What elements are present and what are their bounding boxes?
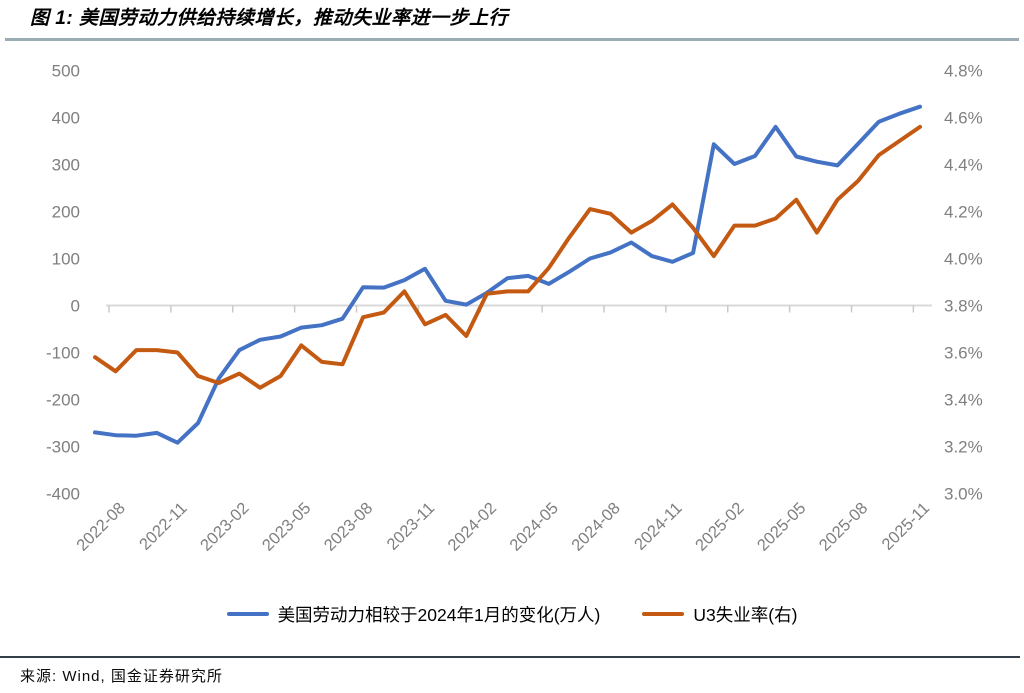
y-axis-label-right: 3.8% xyxy=(944,297,983,316)
y-axis-label-right: 4.6% xyxy=(944,109,983,128)
x-axis-label: 2024-11 xyxy=(631,499,686,554)
y-axis-label-left: -400 xyxy=(46,485,80,504)
x-axis-label: 2025-11 xyxy=(879,499,934,554)
source-note: 来源: Wind, 国金证券研究所 xyxy=(20,668,223,685)
x-axis-label: 2024-02 xyxy=(445,499,501,555)
x-axis-label: 2025-08 xyxy=(816,499,872,555)
x-axis-label: 2025-02 xyxy=(692,499,748,555)
y-axis-label-right: 4.4% xyxy=(944,156,983,175)
y-axis-label-right: 3.4% xyxy=(944,391,983,410)
x-axis-label: 2022-11 xyxy=(136,499,191,554)
u3-unemployment-line xyxy=(93,124,922,390)
chart-legend: 美国劳动力相较于2024年1月的变化(万人) U3失业率(右) xyxy=(0,600,1024,628)
y-axis-label-right: 3.0% xyxy=(944,485,983,504)
y-axis-label-right: 3.2% xyxy=(944,438,983,457)
x-axis-label: 2024-08 xyxy=(568,499,624,555)
y-axis-label-right: 3.6% xyxy=(944,344,983,363)
labor-force-change-line xyxy=(93,104,922,445)
y-axis-label-left: -100 xyxy=(46,344,80,363)
y-axis-label-left: -300 xyxy=(46,438,80,457)
legend-label-labor-force: 美国劳动力相较于2024年1月的变化(万人) xyxy=(277,604,601,625)
x-axis-label: 2025-05 xyxy=(754,499,810,555)
y-axis-label-left: 300 xyxy=(52,156,80,175)
x-axis-label: 2022-08 xyxy=(73,499,129,555)
x-axis-label: 2023-11 xyxy=(384,499,439,554)
legend-line-blue-swatch xyxy=(226,612,269,616)
y-axis-label-right: 4.2% xyxy=(944,203,983,222)
y-axis-label-left: 200 xyxy=(52,203,80,222)
y-axis-label-left: 100 xyxy=(52,250,80,269)
x-axis-label: 2023-08 xyxy=(321,499,377,555)
legend-item-labor-force: 美国劳动力相较于2024年1月的变化(万人) xyxy=(226,602,601,627)
y-axis-label-left: 400 xyxy=(52,109,80,128)
title-divider xyxy=(5,38,1019,41)
y-axis-label-left: 500 xyxy=(52,62,80,81)
x-axis-label: 2024-05 xyxy=(506,499,562,555)
y-axis-label-right: 4.8% xyxy=(944,62,983,81)
y-axis-label-right: 4.0% xyxy=(944,250,983,269)
x-axis-label: 2023-05 xyxy=(259,499,315,555)
footer-divider xyxy=(0,656,1020,658)
legend-item-u3-rate: U3失业率(右) xyxy=(642,602,797,627)
x-axis-label: 2023-02 xyxy=(197,499,253,555)
y-axis-label-left: 0 xyxy=(71,297,80,316)
legend-line-orange-swatch xyxy=(642,612,685,616)
figure-title: 图 1: 美国劳动力供给持续增长，推动失业率进一步上行 xyxy=(30,8,508,29)
legend-label-u3-rate: U3失业率(右) xyxy=(693,604,798,625)
y-axis-label-left: -200 xyxy=(46,391,80,410)
